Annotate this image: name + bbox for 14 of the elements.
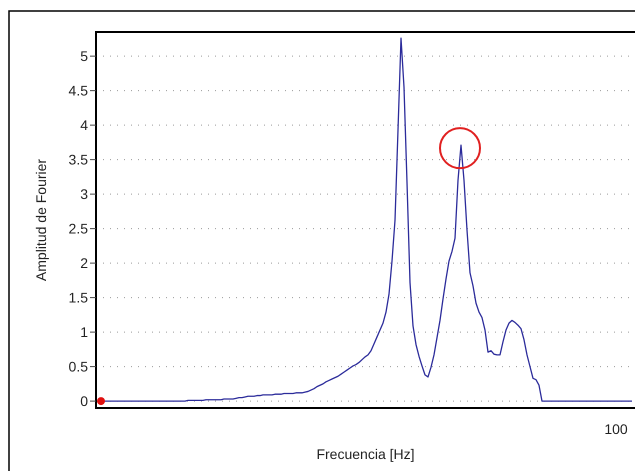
y-tick-label: 1	[80, 324, 88, 340]
y-tick-label: 0	[80, 393, 88, 409]
y-tick-label: 2	[80, 255, 88, 272]
text: 100	[604, 421, 628, 437]
y-tick-label: 4.5	[68, 82, 88, 99]
y-tick-label: 4	[80, 117, 88, 134]
y-tick-label: 2.5	[68, 220, 88, 237]
y-tick-label: 0.5	[68, 358, 88, 375]
y-tick-label: 3.5	[68, 152, 88, 168]
y-tick-label: 1.5	[68, 290, 88, 306]
y-tick-label: 5	[80, 48, 88, 64]
x-axis-title: Frecuencia [Hz]	[316, 446, 415, 462]
y-tick-label: 3	[80, 186, 88, 202]
y-axis-title: Amplitud de Fourier	[33, 158, 49, 282]
